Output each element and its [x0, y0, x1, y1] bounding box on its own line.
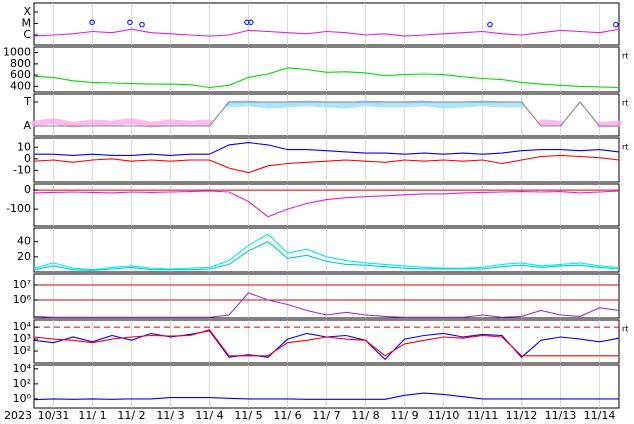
x-tick-label: 11/13	[545, 409, 577, 422]
y-tick-label: -10	[13, 163, 31, 176]
event-marker	[89, 19, 95, 26]
y-tick-label: 20	[17, 250, 31, 263]
data-line	[33, 67, 620, 89]
data-line	[33, 28, 620, 37]
right-label: rt	[622, 52, 628, 61]
x-tick-label: 11/ 1	[78, 409, 106, 422]
event-marker	[127, 19, 133, 26]
x-tick-label: 11/ 6	[273, 409, 301, 422]
y-tick-label: 10⁷	[13, 278, 31, 291]
x-tick-label: 11/11	[467, 409, 499, 422]
y-tick-label: 10³	[13, 332, 31, 345]
data-line	[33, 329, 619, 357]
y-tick-label: A	[23, 119, 31, 132]
y-tick-label: 0	[24, 152, 31, 165]
x-tick-label: 11/12	[506, 409, 538, 422]
y-tick-label: 600	[10, 68, 31, 81]
x-tick-label: 11/10	[428, 409, 460, 422]
event-marker	[487, 21, 493, 28]
y-tick-label: 1000	[3, 46, 31, 59]
y-tick-label: T	[23, 95, 31, 108]
data-line	[33, 154, 620, 174]
x-tick-label: 11/ 4	[195, 409, 223, 422]
event-marker	[139, 21, 145, 28]
x-tick-label: 11/ 7	[312, 409, 340, 422]
x-tick-label: 10/31	[38, 409, 70, 422]
data-line	[33, 292, 620, 318]
y-tick-label: 800	[10, 57, 31, 70]
data-line	[34, 142, 620, 156]
data-line	[33, 241, 620, 272]
right-label: rt	[622, 143, 628, 152]
y-tick-label: 10	[17, 140, 31, 153]
y-tick-label: 10⁰	[13, 392, 32, 405]
x-tick-label: 11/ 5	[234, 409, 262, 422]
data-line	[33, 392, 619, 401]
y-tick-label: 40	[17, 235, 31, 248]
y-tick-label: X	[23, 5, 31, 18]
x-tick-label: 11/ 8	[351, 409, 379, 422]
y-tick-label: -100	[6, 202, 31, 215]
x-tick-label: 11/ 2	[117, 409, 145, 422]
data-line	[33, 190, 620, 218]
y-tick-label: 10⁴	[13, 320, 32, 333]
right-label: rt	[622, 325, 628, 334]
x-tick-label: 11/ 3	[156, 409, 184, 422]
right-label: rt	[622, 99, 628, 108]
sector-band	[31, 118, 622, 128]
y-tick-label: 0	[24, 183, 31, 196]
event-marker	[248, 19, 254, 26]
data-line	[33, 233, 620, 271]
x-tick-label: 11/ 9	[390, 409, 418, 422]
x-axis-year: 2023	[4, 409, 32, 422]
data-line	[34, 101, 619, 127]
y-tick-label: 10⁶	[13, 293, 32, 306]
y-tick-label: 10²	[13, 377, 31, 390]
y-tick-label: 10²	[13, 344, 31, 357]
x-tick-label: 11/14	[584, 409, 616, 422]
y-tick-label: M	[22, 16, 32, 29]
y-tick-label: 400	[10, 79, 31, 92]
event-marker	[613, 21, 619, 28]
y-tick-label: 10⁴	[13, 362, 32, 375]
y-tick-label: C	[23, 28, 31, 41]
